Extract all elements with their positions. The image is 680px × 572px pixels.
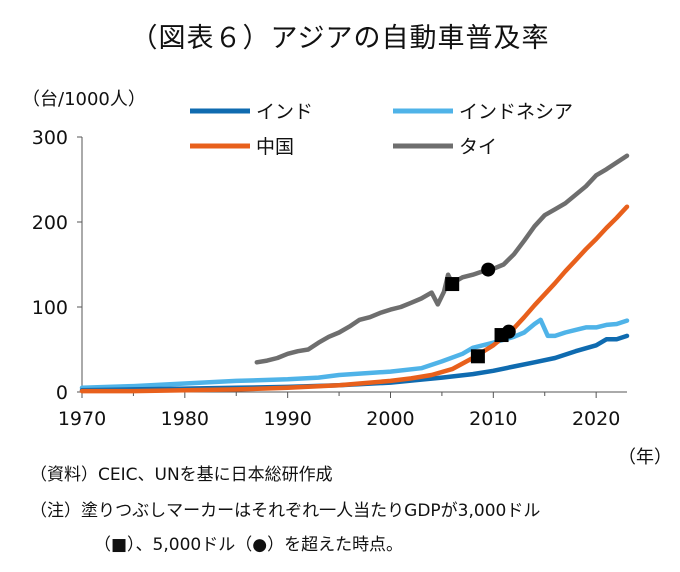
x-axis-unit: （年）	[618, 447, 672, 468]
series-line-中国	[79, 204, 630, 394]
x-tick-label: 1990	[263, 408, 311, 430]
y-tick-label: 0	[56, 382, 68, 404]
y-axis-unit: （台/1000人）	[22, 89, 146, 110]
marker-square	[494, 328, 509, 343]
x-tick-label: 1970	[58, 408, 106, 430]
marker-circle	[481, 262, 496, 277]
legend-label: インドネシア	[459, 101, 573, 123]
chart-title: （図表６）アジアの自動車普及率	[130, 23, 550, 54]
legend-label: 中国	[256, 136, 294, 158]
x-tick-label: 2010	[469, 408, 517, 430]
y-tick-label: 200	[32, 212, 68, 234]
series-line-インドネシア	[79, 317, 630, 391]
x-tick-label: 2020	[572, 408, 620, 430]
x-tick-label: 1980	[161, 408, 209, 430]
line-chart: 0 100 200 300 1970 1980 1990 2000 2010 2020 インド インド…	[32, 101, 630, 430]
x-tick-label: 2000	[366, 408, 414, 430]
legend-label: タイ	[459, 136, 497, 158]
footnote-line-2: （■）、5,000ドル（●）を超えた時点。	[94, 535, 404, 555]
marker-square	[445, 277, 460, 292]
footnote-line-1: （注）塗りつぶしマーカーはそれぞれ一人当たりGDPが3,000ドル	[30, 501, 541, 521]
legend-label: インド	[256, 101, 313, 123]
y-tick-label: 300	[32, 127, 68, 149]
source-note: （資料）CEIC、UNを基に日本総研作成	[30, 465, 333, 485]
y-tick-label: 100	[32, 297, 68, 319]
series-line-タイ	[254, 153, 630, 365]
marker-square	[470, 349, 485, 364]
